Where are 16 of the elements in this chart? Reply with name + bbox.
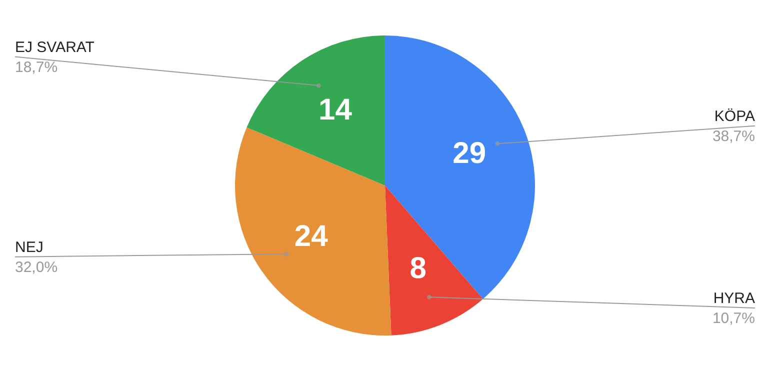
pie-slice bbox=[235, 127, 392, 336]
slice-label: HYRA bbox=[713, 290, 755, 307]
slice-label: KÖPA bbox=[714, 108, 755, 125]
text: 18,7% bbox=[15, 58, 58, 76]
data-label: 8 bbox=[410, 252, 426, 286]
data-label: 29 bbox=[452, 137, 486, 170]
pie-slice bbox=[385, 186, 484, 336]
text: 32,0% bbox=[15, 258, 58, 276]
text: 38,7% bbox=[712, 128, 755, 145]
slice-label: EJ SVARAT bbox=[15, 38, 94, 56]
text: 10,7% bbox=[712, 310, 755, 327]
pie-slice bbox=[246, 36, 385, 186]
data-label: 24 bbox=[294, 220, 328, 253]
slice-label: NEJ bbox=[15, 238, 44, 256]
data-label: 14 bbox=[318, 94, 352, 127]
pie-slice bbox=[385, 36, 535, 300]
